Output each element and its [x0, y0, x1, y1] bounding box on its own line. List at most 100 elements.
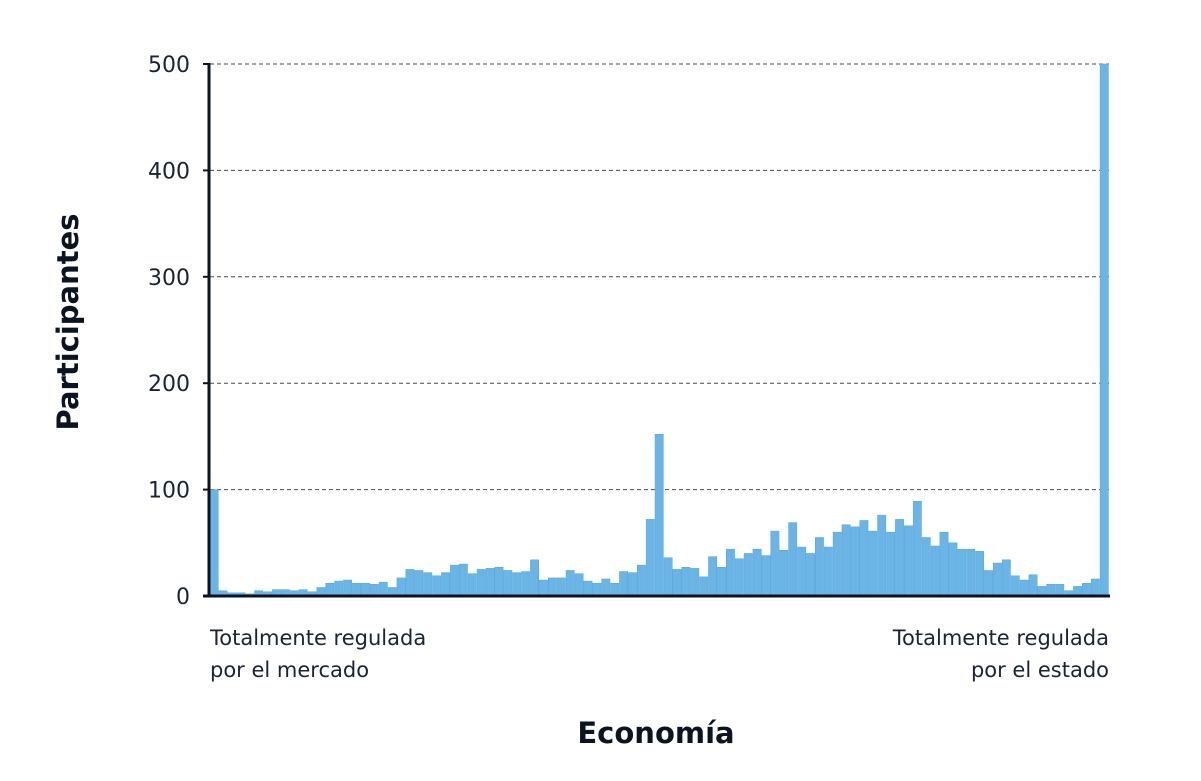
histogram-bar: [770, 530, 780, 597]
histogram-bar: [494, 567, 504, 597]
x-left-label-line-2: por el mercado: [210, 658, 369, 682]
histogram-bar: [601, 578, 611, 597]
x-axis-title: Economía: [577, 716, 734, 750]
y-tick-label: 500: [148, 53, 190, 78]
histogram-bar: [815, 537, 824, 597]
histogram-bar: [752, 548, 762, 597]
histogram-bar: [476, 569, 486, 597]
histogram-bar: [663, 557, 673, 597]
histogram-bar: [761, 555, 771, 597]
gridlines: [210, 63, 1109, 491]
histogram-bar: [912, 501, 922, 597]
histogram-bar: [530, 559, 539, 597]
histogram-bar: [1019, 579, 1029, 597]
histogram-bar: [521, 571, 531, 597]
histogram-bar: [325, 582, 335, 597]
histogram-bar: [859, 520, 869, 597]
axes: [203, 63, 1110, 598]
histogram-bar: [352, 582, 361, 597]
histogram-bar: [565, 570, 575, 597]
histogram-bar: [823, 546, 833, 597]
x-right-label-line-1: Totalmente regulada: [892, 626, 1109, 650]
histogram-bar: [628, 572, 637, 597]
histogram-bar: [877, 514, 887, 597]
y-tick-label: 300: [148, 266, 190, 291]
histogram-bar: [948, 542, 958, 597]
histogram-bar: [592, 582, 602, 597]
histogram-bar: [726, 548, 735, 597]
histogram-bar: [743, 553, 753, 597]
bars: [209, 63, 1109, 597]
y-tick-label: 0: [176, 585, 190, 610]
histogram-bar: [797, 546, 807, 597]
histogram-bar: [610, 582, 620, 597]
histogram-bar: [806, 553, 815, 597]
histogram-bar: [788, 522, 798, 597]
histogram-bar: [841, 524, 851, 597]
histogram-bar: [1055, 584, 1065, 597]
histogram-bar: [904, 525, 913, 597]
histogram-bar: [361, 582, 370, 597]
histogram-bar: [708, 556, 718, 597]
histogram-bar: [645, 519, 655, 597]
histogram-bar: [957, 548, 967, 597]
histogram-bar: [672, 569, 682, 597]
histogram-bar: [539, 579, 548, 597]
histogram-bar: [984, 570, 993, 597]
histogram-bar: [886, 531, 896, 597]
histogram-bar: [432, 575, 442, 597]
histogram-bar: [895, 519, 904, 597]
histogram-bar: [850, 526, 860, 597]
histogram-bar: [868, 530, 878, 597]
histogram-bar: [619, 571, 629, 597]
histogram-bar: [458, 563, 468, 597]
x-left-label-line-1: Totalmente regulada: [209, 626, 426, 650]
y-axis-title: Participantes: [51, 213, 85, 430]
histogram-bar: [1099, 63, 1109, 597]
y-tick-label: 400: [148, 159, 190, 184]
histogram-bar: [574, 573, 584, 597]
histogram-bar: [503, 570, 513, 597]
histogram-bar: [779, 550, 789, 597]
histogram-bar: [939, 531, 949, 597]
y-tick-labels: 0 100 200 300 400 500: [148, 53, 209, 610]
histogram-bar: [423, 572, 433, 597]
histogram-bar: [717, 567, 726, 597]
histogram-bar: [699, 576, 709, 597]
histogram-bar: [334, 580, 344, 597]
histogram-bar: [441, 572, 450, 597]
histogram-bar: [467, 573, 477, 597]
y-tick-label: 100: [148, 479, 190, 504]
histogram-bar: [930, 545, 940, 597]
histogram-bar: [966, 548, 976, 597]
histogram-bar: [414, 570, 424, 597]
histogram-bar: [405, 569, 415, 597]
histogram-bar: [343, 579, 353, 597]
histogram-bar: [654, 434, 664, 597]
histogram-bar: [556, 577, 566, 597]
histogram-bar: [209, 489, 219, 597]
histogram-bar: [993, 562, 1002, 597]
histogram-bar: [1010, 575, 1020, 597]
histogram-bar: [975, 551, 985, 597]
histogram-bar: [369, 584, 379, 597]
x-right-label-line-2: por el estado: [971, 658, 1109, 682]
histogram-bar: [396, 577, 406, 597]
histogram-bar: [921, 537, 931, 597]
histogram-bar: [485, 568, 495, 597]
histogram-bar: [832, 531, 842, 597]
histogram-bar: [681, 567, 691, 597]
histogram-bar: [734, 558, 744, 597]
histogram-bar: [1001, 559, 1011, 597]
histogram-bar: [547, 577, 557, 597]
histogram-bar: [1090, 578, 1100, 597]
histogram-bar: [637, 564, 646, 597]
histogram-bar: [690, 568, 700, 597]
histogram-bar: [378, 581, 388, 597]
histogram-bar: [1082, 582, 1091, 597]
histogram-bar: [512, 572, 522, 597]
histogram-bar: [1046, 584, 1056, 597]
histogram-bar: [1028, 574, 1038, 597]
histogram-bar: [450, 564, 459, 597]
